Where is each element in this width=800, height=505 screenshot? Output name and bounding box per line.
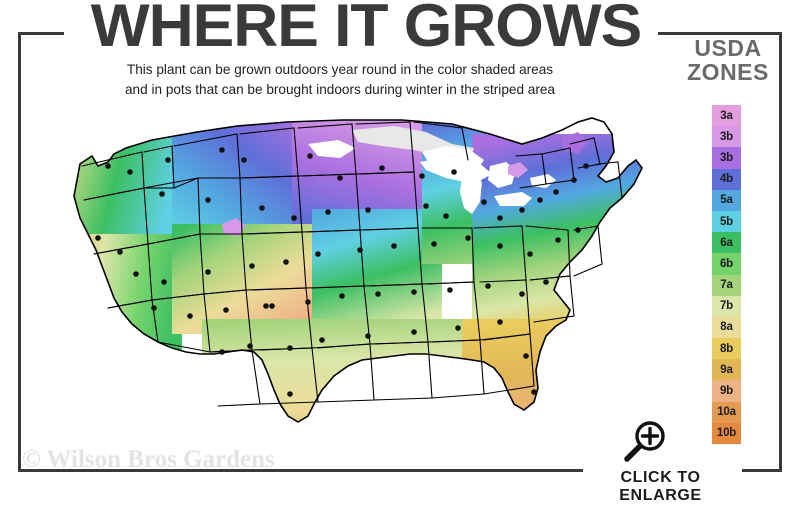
subtitle-line-2: and in pots that can be brought indoors … xyxy=(125,82,555,97)
highland-patch-adirondacks xyxy=(508,162,528,178)
lake-superior xyxy=(422,146,484,176)
legend-zone-3a-0: 3a xyxy=(712,105,741,127)
legend-zone-3b-2: 3b xyxy=(712,147,741,169)
map-container[interactable] xyxy=(22,104,662,454)
usda-zone-map[interactable] xyxy=(22,104,662,454)
frame-left-edge xyxy=(18,32,21,472)
subtitle-line-1: This plant can be grown outdoors year ro… xyxy=(126,62,554,77)
legend-zone-5a-4: 5a xyxy=(712,189,741,211)
legend-zone-6a-6: 6a xyxy=(712,232,741,254)
legend-zone-7a-8: 7a xyxy=(712,274,741,296)
legend-zone-6b-7: 6b xyxy=(712,253,741,275)
lake-michigan xyxy=(460,172,482,214)
national-border xyxy=(73,117,643,423)
frame-bottom-right-segment xyxy=(742,469,782,472)
legend-zone-9b-13: 9b xyxy=(712,380,741,402)
copyright-watermark: © Wilson Bros Gardens xyxy=(22,446,275,473)
lake-erie xyxy=(494,192,532,206)
legend-heading: USDA ZONES xyxy=(676,36,780,84)
highland-patch-utah xyxy=(222,218,246,236)
legend-heading-line-1: USDA xyxy=(694,35,762,61)
legend-heading-line-2: ZONES xyxy=(687,59,769,85)
legend-zone-4b-3: 4b xyxy=(712,168,741,190)
page-subtitle: This plant can be grown outdoors year ro… xyxy=(46,60,634,100)
click-to-enlarge-label[interactable]: CLICK TO ENLARGE xyxy=(583,467,738,505)
frame-top-left-segment xyxy=(18,32,64,35)
frame-bottom-left-segment xyxy=(18,469,732,472)
state-borders xyxy=(81,121,623,407)
legend-zone-8a-10: 8a xyxy=(712,316,741,339)
usda-zone-legend: 3a 3b 3b 4b 5a 5b 6a 6b 7a 7b 8a 8b 9a 9b 10a 10b xyxy=(712,105,741,444)
frame-top-right-segment xyxy=(658,32,782,35)
legend-zone-8b-11: 8b xyxy=(712,338,741,360)
legend-zone-9a-12: 9a xyxy=(712,359,741,381)
magnify-plus-icon[interactable] xyxy=(617,418,673,466)
legend-zone-10a-14: 10a xyxy=(712,401,741,423)
no-data-patch-montana xyxy=(308,140,356,158)
lake-ontario xyxy=(530,174,556,188)
legend-zone-3b-1: 3b xyxy=(712,126,741,148)
frame-right-edge xyxy=(779,32,782,472)
legend-zone-5b-5: 5b xyxy=(712,210,741,233)
legend-zone-10b-15: 10b xyxy=(712,422,741,444)
page-title: WHERE IT GROWS xyxy=(90,0,643,59)
city-dot-layer xyxy=(95,147,589,397)
legend-zone-7b-9: 7b xyxy=(712,295,741,317)
